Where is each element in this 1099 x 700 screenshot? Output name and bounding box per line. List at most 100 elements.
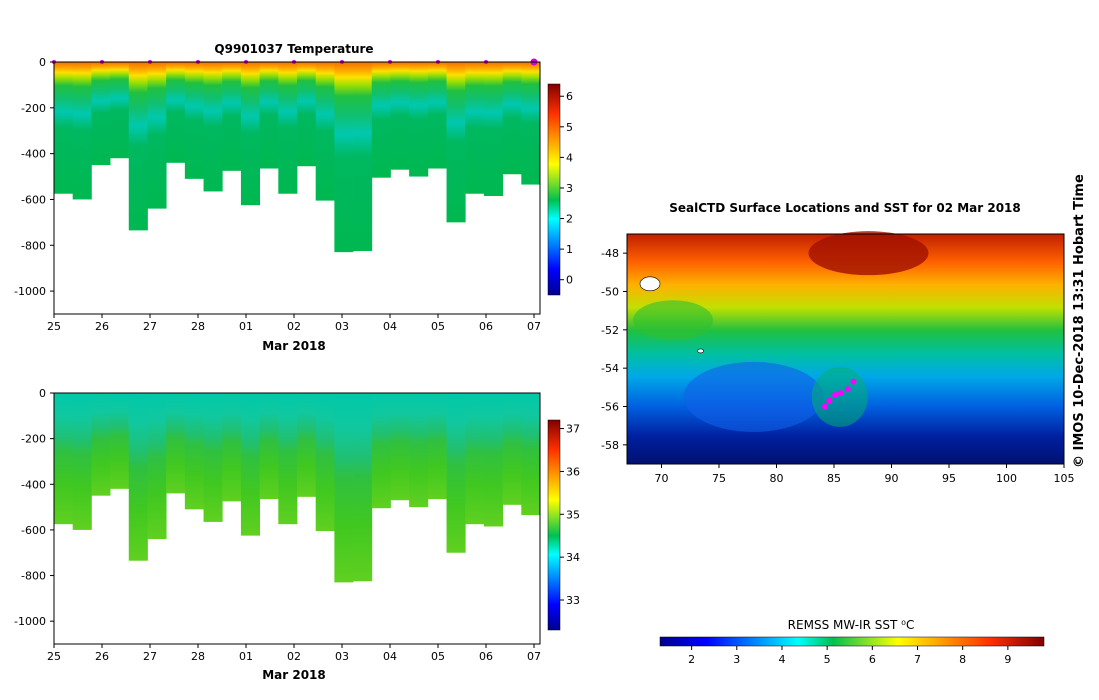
salinity-panel: 0 -200 -400 -600 -800 -1000 25 26 27 28 01 02 03 04 0…	[14, 387, 580, 682]
profile-column	[203, 62, 223, 192]
profile-column	[297, 62, 317, 167]
seal-locations	[821, 378, 857, 410]
profile-column	[483, 62, 504, 197]
profile-column	[521, 393, 541, 516]
x-tick-label: 03	[335, 650, 349, 663]
profile-column	[353, 393, 373, 582]
x-tick-label: 26	[95, 320, 109, 333]
profile-column	[91, 62, 111, 166]
profile-column	[110, 62, 130, 159]
x-tick-label: 25	[47, 320, 61, 333]
x-tick-label: 70	[655, 472, 669, 485]
salinity-colorbar	[547, 419, 561, 631]
profile-column	[166, 62, 186, 163]
y-tick-label: -800	[21, 570, 46, 583]
colorbar-tick-label: 7	[914, 653, 921, 666]
profile-column	[128, 393, 148, 561]
x-tick-label: 28	[191, 320, 205, 333]
x-tick-label: 25	[47, 650, 61, 663]
x-tick-label: 04	[383, 650, 397, 663]
profile-column	[334, 393, 354, 583]
y-tick-label: -800	[21, 239, 46, 252]
temperature-profiles	[54, 62, 541, 253]
colorbar-tick-label: 3	[733, 653, 740, 666]
profile-column	[240, 62, 261, 206]
seal-location-point	[850, 378, 857, 385]
profile-column	[409, 62, 429, 177]
y-tick-label: -600	[21, 524, 46, 537]
profile-column	[390, 393, 410, 501]
sst-colorbar-label: REMSS MW-IR SST ⁰C	[788, 618, 915, 632]
x-tick-label: 28	[191, 650, 205, 663]
colorbar-tick-label: 4	[566, 151, 573, 164]
x-tick-label: 03	[335, 320, 349, 333]
mid-patch	[633, 300, 713, 341]
x-tick-label: 01	[239, 650, 253, 663]
profile-column	[184, 62, 204, 179]
seal-location-point	[832, 392, 839, 398]
colorbar-tick-label: 36	[566, 465, 580, 478]
profile-column	[110, 393, 130, 489]
y-tick-label: 0	[39, 56, 46, 69]
x-tick-label: 01	[239, 320, 253, 333]
profile-column	[147, 62, 167, 209]
colorbar-tick-label: 1	[566, 243, 573, 256]
profile-column	[278, 62, 298, 194]
x-tick-label: 105	[1054, 472, 1075, 485]
y-tick-label: -1000	[14, 615, 46, 628]
profile-column	[315, 62, 335, 201]
y-tick-label: -600	[21, 193, 46, 206]
x-tick-label: 02	[287, 320, 301, 333]
y-tick-label: -54	[601, 362, 619, 375]
warm-patch	[808, 231, 929, 276]
sst-field-patches	[633, 231, 929, 432]
temperature-plot-frame	[53, 61, 541, 315]
profile-column	[427, 62, 447, 169]
x-tick-label: 95	[942, 472, 956, 485]
y-tick-label: -400	[21, 478, 46, 491]
y-tick-label: 0	[39, 387, 46, 400]
y-tick-label: -48	[601, 247, 619, 260]
salinity-colorbar-ticks: 33 34 35 36 37	[560, 423, 580, 607]
y-tick-label: -50	[601, 286, 619, 299]
colorbar-tick-label: 4	[778, 653, 785, 666]
sst-map-title: SealCTD Surface Locations and SST for 02…	[669, 201, 1021, 215]
profile-column	[465, 393, 485, 525]
profile-column	[427, 393, 447, 500]
profile-column	[446, 62, 466, 223]
profile-column	[91, 393, 111, 496]
profile-column	[502, 62, 522, 175]
colorbar-tick-label: 35	[566, 508, 580, 521]
y-tick-label: -200	[21, 433, 46, 446]
temperature-y-axis: 0 -200 -400 -600 -800 -1000	[14, 56, 54, 298]
sst-map-x-axis: 70 75 80 85 90 95 100 105	[655, 464, 1075, 485]
profile-column	[259, 62, 279, 169]
colorbar-tick-label: 5	[566, 121, 573, 134]
x-tick-label: 100	[996, 472, 1017, 485]
profile-column	[203, 393, 223, 522]
profile-column	[390, 62, 410, 170]
sst-colorbar	[659, 636, 1045, 647]
profile-column	[409, 393, 429, 508]
salinity-profiles	[54, 393, 541, 583]
sst-colorbar-ticks: 2 3 4 5 6 7 8 9	[688, 646, 1011, 666]
sst-map-y-axis: -48 -50 -52 -54 -56 -58	[601, 247, 627, 452]
profile-column	[465, 62, 485, 194]
temperature-xlabel: Mar 2018	[262, 339, 326, 353]
temperature-panel: Q9901037 Temperature 0 -200 -400 -600 -800 -1…	[14, 42, 573, 353]
x-tick-label: 07	[527, 320, 541, 333]
x-tick-label: 06	[479, 650, 493, 663]
x-tick-label: 07	[527, 650, 541, 663]
salinity-xlabel: Mar 2018	[262, 668, 326, 682]
x-tick-label: 27	[143, 650, 157, 663]
colorbar-tick-label: 0	[566, 274, 573, 287]
profile-column	[72, 62, 92, 200]
profile-column	[521, 62, 541, 185]
profile-column	[297, 393, 317, 497]
seal-location-point	[837, 390, 844, 397]
temperature-colorbar	[547, 83, 561, 296]
x-tick-label: 90	[885, 472, 899, 485]
x-tick-label: 26	[95, 650, 109, 663]
y-tick-label: -56	[601, 401, 619, 414]
